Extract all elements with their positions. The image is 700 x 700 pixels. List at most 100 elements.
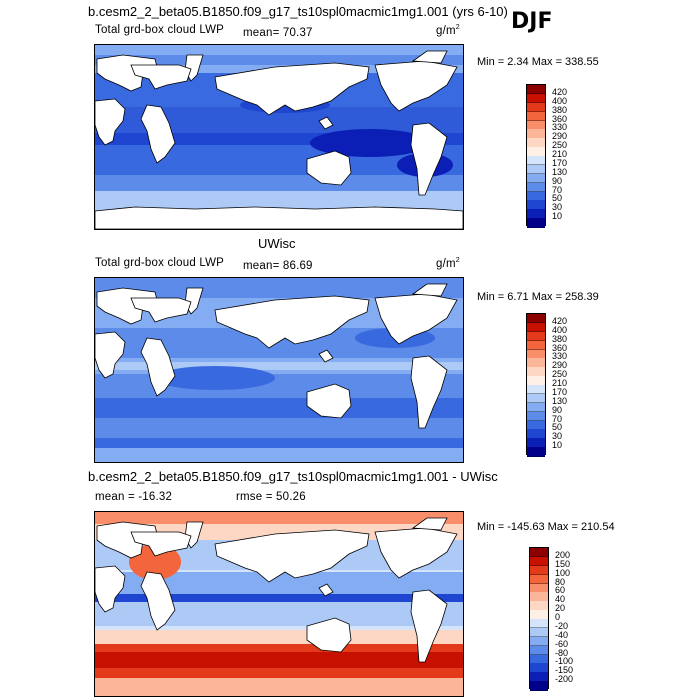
colorbar-swatch	[527, 376, 545, 386]
colorbar-swatch	[527, 200, 545, 210]
panel2-minmax: Min = 6.71 Max = 258.39	[477, 291, 599, 303]
panel3-rmse: rmse = 50.26	[236, 491, 306, 503]
colorbar-tick-label: 400	[552, 95, 568, 106]
colorbar-swatch	[527, 85, 545, 95]
colorbar-tick-label: -20	[555, 620, 569, 631]
colorbar-swatch	[527, 164, 545, 175]
colorbar-tick-label: 360	[552, 113, 568, 124]
colorbar-tick-label: 330	[552, 351, 568, 362]
continents	[95, 283, 458, 429]
colorbar-tick-label: 290	[552, 131, 568, 142]
panel2-title: UWisc	[258, 236, 296, 251]
panel2-units: g/m2	[436, 257, 460, 270]
colorbar-swatch	[527, 111, 545, 121]
colorbar-tick-label: -80	[555, 647, 569, 658]
colorbar-tick-label: 90	[552, 404, 563, 415]
panel2-variable-label: Total grd-box cloud LWP	[95, 257, 225, 269]
colorbar-tick-label: 10	[552, 440, 563, 451]
colorbar-swatch	[530, 627, 548, 638]
colorbar-tick-label: 420	[552, 315, 568, 326]
colorbar-tick-label: 30	[552, 431, 563, 442]
colorbar-swatch	[527, 314, 545, 324]
panel2-mean: mean= 86.69	[243, 260, 313, 272]
colorbar-tick-label: 80	[555, 576, 566, 587]
panel3-colorbar-swatches	[529, 547, 549, 691]
colorbar-swatch	[530, 592, 548, 602]
colorbar-swatch	[530, 619, 548, 629]
panel2-colorbar-swatches	[526, 313, 546, 457]
colorbar-tick-label: 380	[552, 333, 568, 344]
colorbar-tick-label: 130	[552, 395, 568, 406]
colorbar-tick-label: 20	[555, 603, 566, 614]
colorbar-swatch	[527, 182, 545, 192]
colorbar-tick-label: -100	[555, 656, 574, 667]
colorbar-swatch	[530, 548, 548, 558]
colorbar-tick-label: 250	[552, 369, 568, 380]
panel3-minmax: Min = -145.63 Max = 210.54	[477, 521, 615, 533]
colorbar-swatch	[527, 218, 545, 228]
colorbar-swatch	[527, 429, 545, 439]
colorbar-swatch	[530, 601, 548, 611]
colorbar-swatch	[527, 358, 545, 368]
colorbar-swatch	[530, 663, 548, 673]
colorbar-swatch	[530, 556, 548, 567]
colorbar-tick-label: 60	[555, 585, 566, 596]
colorbar-tick-label: 50	[552, 193, 563, 204]
colorbar-tick-label: 100	[555, 567, 571, 578]
colorbar-tick-label: 290	[552, 360, 568, 371]
colorbar-tick-label: 90	[552, 175, 563, 186]
colorbar-tick-label: 0	[555, 612, 561, 622]
colorbar-swatch	[527, 120, 545, 130]
colorbar-swatch	[527, 349, 545, 359]
colorbar-tick-label: 380	[552, 104, 568, 115]
panel1-minmax: Min = 2.34 Max = 338.55	[477, 56, 599, 68]
colorbar-swatch	[527, 102, 545, 113]
panel1-units: g/m2	[436, 24, 460, 37]
colorbar-swatch	[530, 610, 548, 620]
colorbar-swatch	[530, 636, 548, 647]
colorbar-tick-label: 330	[552, 122, 568, 133]
colorbar-tick-label: -200	[555, 674, 574, 685]
panel2-map	[94, 277, 464, 463]
colorbar-swatch	[527, 322, 545, 333]
colorbar-tick-label: 400	[552, 324, 568, 335]
colorbar-swatch	[527, 411, 545, 421]
panel1-colorbar: 420 400 380 360 330 290 250 210 170 130 90 70 50 30 10	[526, 84, 606, 228]
panel3-mean: mean = -16.32	[95, 491, 173, 503]
colorbar-tick-label: 70	[552, 184, 563, 195]
colorbar-swatch	[530, 574, 548, 584]
panel1-map	[94, 44, 464, 230]
colorbar-swatch	[527, 331, 545, 342]
colorbar-swatch	[527, 93, 545, 104]
panel3-colorbar: 200 150 100 80 60 40 20 0 -20 -40 -60 -80 -100 -150 -2…	[529, 547, 609, 691]
panel3-map	[94, 511, 464, 697]
colorbar-swatch	[527, 173, 545, 184]
colorbar-tick-label: 360	[552, 342, 568, 353]
colorbar-tick-label: -40	[555, 629, 569, 640]
colorbar-swatch	[527, 340, 545, 350]
colorbar-tick-label: 210	[552, 378, 568, 388]
panel1-mean: mean= 70.37	[243, 27, 313, 39]
colorbar-swatch	[527, 156, 545, 166]
colorbar-swatch	[527, 402, 545, 413]
colorbar-swatch	[527, 420, 545, 430]
colorbar-tick-label: -150	[555, 665, 574, 676]
colorbar-tick-label: 420	[552, 86, 568, 97]
colorbar-tick-label: 70	[552, 413, 563, 424]
colorbar-tick-label: 170	[552, 157, 568, 168]
colorbar-tick-label: -60	[555, 638, 569, 649]
colorbar-tick-label: 130	[552, 166, 568, 177]
colorbar-swatch	[530, 654, 548, 664]
season-label: DJF	[511, 9, 553, 34]
colorbar-tick-label: 210	[552, 149, 568, 159]
colorbar-swatch	[527, 129, 545, 139]
colorbar-swatch	[527, 138, 545, 148]
panel2-colorbar: 420 400 380 360 330 290 250 210 170 130 90 70 50 30 10	[526, 313, 606, 457]
colorbar-tick-label: 40	[555, 594, 566, 605]
colorbar-swatch	[530, 565, 548, 576]
colorbar-swatch	[527, 447, 545, 457]
colorbar-swatch	[527, 393, 545, 404]
colorbar-swatch	[527, 147, 545, 157]
colorbar-swatch	[527, 438, 545, 448]
continents	[95, 50, 463, 229]
